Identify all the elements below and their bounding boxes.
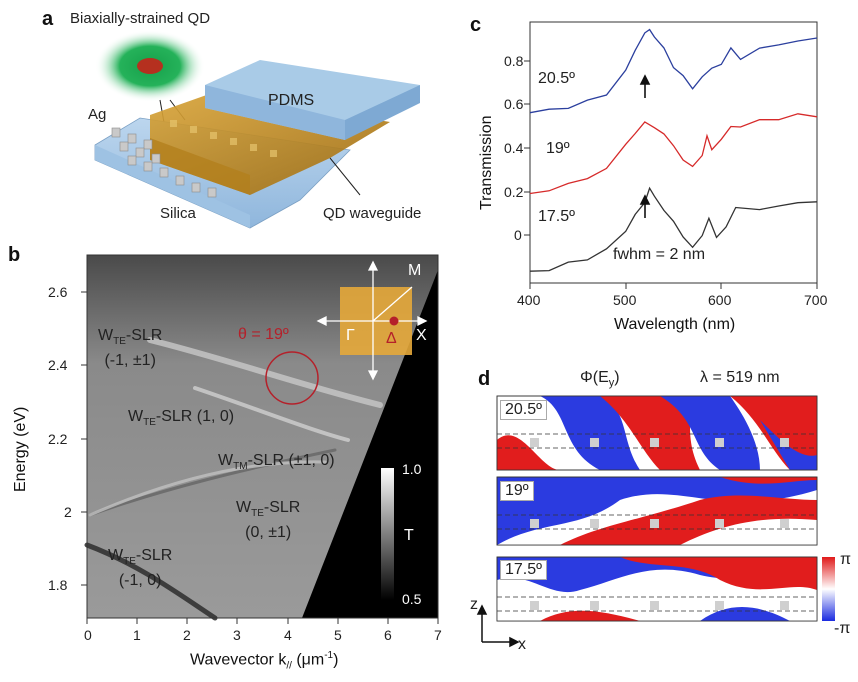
phase-angle-label: 20.5º	[500, 400, 547, 420]
b-xtick: 5	[334, 627, 342, 643]
phase-map-19	[496, 476, 818, 546]
mode-label: WTE-SLR (-1, ±1)	[98, 327, 163, 370]
b-xtick: 4	[284, 627, 292, 643]
angle-label-20-5: 20.5º	[538, 70, 575, 87]
mode-label: WTE-SLR (-1, 0)	[108, 547, 173, 590]
zx-axes	[476, 604, 520, 648]
colorbar-label: T	[404, 527, 414, 544]
waveguide-label: QD waveguide	[323, 205, 422, 222]
bz-gamma-label: Γ	[346, 327, 355, 344]
b-xtick: 1	[133, 627, 141, 643]
b-xtick: 2	[183, 627, 191, 643]
c-xtick: 600	[708, 292, 732, 308]
mode-label: WTE-SLR (0, ±1)	[236, 499, 301, 542]
delta-point	[389, 316, 399, 326]
b-xtick: 0	[84, 627, 92, 643]
phase-map-20-5	[496, 395, 818, 471]
band-te-m1pm1	[147, 337, 383, 408]
band-tm-pm10	[88, 448, 337, 517]
b-xtick: 7	[434, 627, 442, 643]
c-xtick: 700	[804, 292, 828, 308]
c-xtick: 400	[517, 292, 541, 308]
mode-label: WTM-SLR (±1, 0)	[218, 452, 335, 473]
theta-circle	[265, 351, 319, 405]
bz-X-label: X	[416, 327, 427, 344]
panel-a-letter: a	[42, 8, 54, 30]
device-illustration	[94, 30, 420, 229]
b-ytick: 2.2	[48, 431, 68, 447]
theta-label: θ = 19º	[238, 326, 289, 343]
c-ytick: 0.6	[504, 96, 524, 112]
ag-label: Ag	[88, 106, 107, 123]
colorbar-min: 0.5	[402, 591, 422, 607]
angle-label-17-5: 17.5º	[538, 208, 575, 225]
mode-label: WTE-SLR (1, 0)	[128, 408, 235, 429]
series-line-0	[529, 28, 818, 114]
c-xtick: 500	[613, 292, 637, 308]
phase-colorbar	[822, 557, 835, 621]
phase-angle-label: 17.5º	[500, 560, 547, 580]
pdms-label: PDMS	[268, 92, 315, 109]
b-ytick: 2.6	[48, 284, 68, 300]
dispersion-map	[81, 254, 439, 624]
peak-arrow-top	[639, 74, 651, 98]
ag-pillars	[111, 127, 217, 198]
colorbar-max: 1.0	[402, 461, 422, 477]
b-xtick: 6	[384, 627, 392, 643]
bz-delta-label: Δ	[386, 330, 397, 347]
light-cone-region	[302, 270, 438, 618]
silica-label: Silica	[160, 205, 196, 222]
peak-arrow-bottom	[639, 194, 651, 218]
c-xlabel: Wavelength (nm)	[614, 316, 736, 333]
c-ytick: 0.8	[504, 53, 524, 69]
panel-b-letter: b	[8, 244, 21, 266]
band-te-10	[193, 386, 350, 442]
c-ytick: 0.2	[504, 184, 524, 200]
phase-min-label: -π	[834, 620, 851, 637]
pillar-markers	[530, 438, 789, 610]
band-te-0pm1	[88, 460, 327, 517]
phase-max-label: π	[840, 551, 852, 568]
lambda-label: λ = 519 nm	[700, 369, 780, 386]
b-ytick: 2.4	[48, 357, 68, 373]
series-line-2	[529, 186, 818, 272]
phase-angle-label: 19º	[500, 481, 534, 501]
series-line-1	[529, 113, 818, 195]
phi-label: Φ(Ey)	[580, 369, 620, 390]
panel-d-letter: d	[478, 368, 491, 390]
axis-z-label: z	[470, 596, 478, 613]
fwhm-label: fwhm = 2 nm	[613, 246, 706, 263]
qd-label: Biaxially-strained QD	[70, 10, 211, 27]
angle-label-19: 19º	[546, 140, 570, 157]
c-ytick: 0	[514, 227, 522, 243]
qd-core	[137, 58, 163, 74]
b-ytick: 2	[64, 504, 72, 520]
phase-map-17-5	[496, 556, 818, 622]
b-xlabel: Wavevector k// (μm-1)	[190, 650, 339, 672]
b-xtick: 3	[233, 627, 241, 643]
band-te-m10	[84, 542, 218, 621]
c-ytick: 0.4	[504, 140, 524, 156]
axis-x-label: x	[518, 636, 526, 653]
b-ytick: 1.8	[48, 577, 68, 593]
panel-c-letter: c	[470, 14, 482, 36]
bz-M-label: M	[408, 262, 422, 279]
colorbar	[381, 468, 394, 600]
